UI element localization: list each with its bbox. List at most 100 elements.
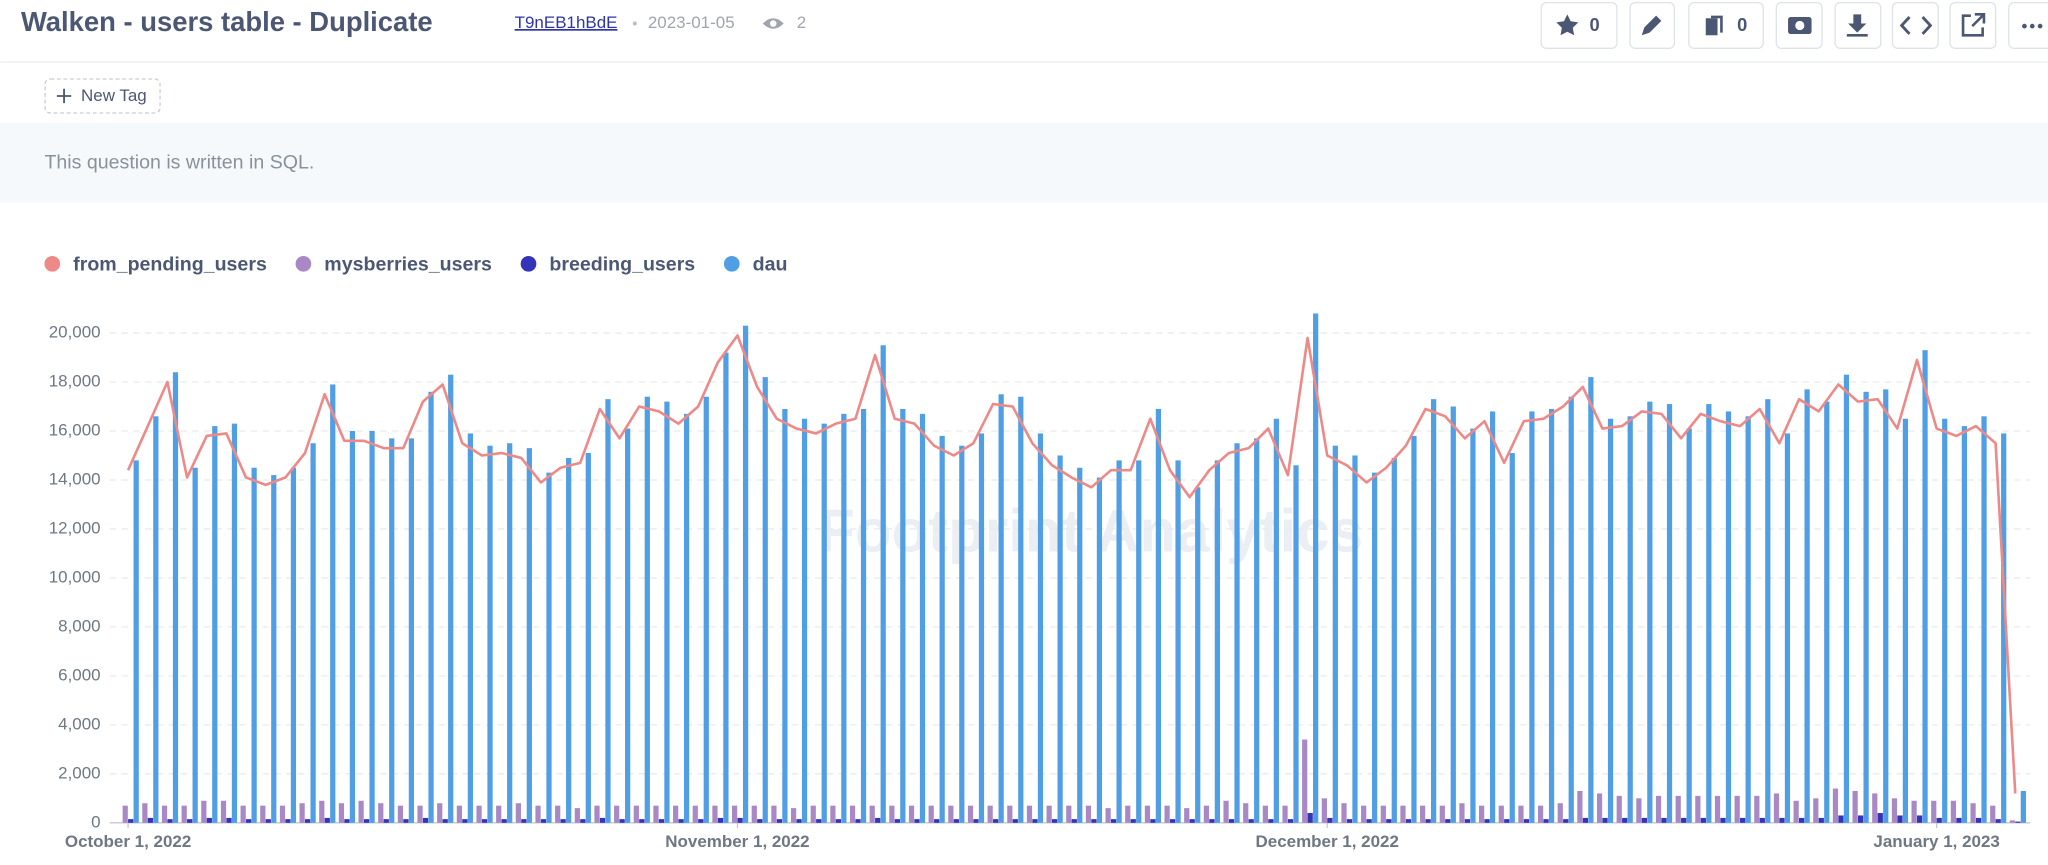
bar [1981,416,1987,823]
bar [1214,460,1220,823]
more-button[interactable] [2008,1,2048,49]
bar [1470,428,1476,823]
bar [1838,815,1844,823]
bar [737,817,743,823]
bar [560,819,566,823]
bar [717,817,724,823]
bar [849,805,856,823]
bar [226,817,232,823]
bar [1602,817,1608,823]
bar [1228,819,1235,823]
bar [894,819,900,823]
bar [521,819,527,823]
bar [1105,808,1111,823]
bar [271,475,277,823]
collection-button[interactable] [1688,1,1764,49]
bar [344,819,350,823]
bar [122,805,128,823]
question-title: Walken - users table - Duplicate [21,6,433,37]
bar [1582,817,1589,823]
bar [1563,819,1569,823]
bar [801,418,808,823]
bar [1046,805,1052,823]
bar [835,819,841,823]
bar [967,805,974,823]
bar [1262,805,1268,823]
bar [1130,819,1136,823]
bar [1110,819,1117,823]
bar [919,413,926,823]
watermark: Footprint Analytics [818,497,1363,564]
bar [683,413,690,823]
bar [1313,313,1319,823]
bar [1872,793,1878,823]
bar [580,819,586,823]
bar [1203,805,1210,823]
bar [1273,418,1279,823]
bar [998,394,1004,823]
bar [692,805,698,823]
y-tick-label: 12,000 [49,518,101,537]
bar [1346,819,1353,823]
bar [605,399,611,823]
bar [1773,793,1780,823]
favorite-button[interactable] [1540,1,1618,49]
bar [546,472,552,823]
bar [487,445,493,823]
separator-dot [632,21,637,26]
bar [206,817,212,823]
bar [1675,795,1681,823]
bar [403,819,409,823]
y-tick-label: 4,000 [58,714,100,733]
bar [1961,426,1967,823]
bar [181,805,187,823]
new-tag-button[interactable] [44,78,161,114]
bar [507,443,513,823]
bar [914,819,920,823]
bar [305,819,311,823]
bar [338,803,345,823]
legend-swatch [723,255,740,272]
bar [1784,433,1791,823]
bar [1818,817,1824,823]
bar [1136,460,1142,823]
star-icon [1556,14,1579,36]
bar [1052,819,1058,823]
bar [790,808,797,823]
bar [1420,805,1426,823]
bar [389,438,395,823]
bar [1498,805,1504,823]
bar [456,805,463,823]
legend-swatch [520,255,537,272]
bar [212,426,218,823]
bar [1405,819,1412,823]
y-tick-label: 6,000 [58,665,100,684]
bar [1302,739,1308,823]
bar [1032,819,1038,823]
bar [476,805,482,823]
bar [1588,377,1594,823]
bar [437,803,443,823]
bar [1361,805,1367,823]
bar [821,423,827,823]
bar [1391,457,1397,823]
bar [1911,800,1917,823]
description-panel [0,122,2048,203]
bar [422,817,429,823]
bar [841,413,847,823]
bar [1641,817,1647,823]
bar [467,433,473,823]
bar [1852,790,1858,823]
question-id-link[interactable]: T9nEB1hBdE [515,13,618,32]
bar [408,438,415,823]
bar [1537,805,1544,823]
bar [1883,389,1889,823]
line [126,334,2017,794]
views-icon-pupil [769,20,777,27]
bar [1607,418,1614,823]
bar [1779,817,1785,823]
embed-button[interactable] [1891,1,1939,49]
bar [1071,819,1077,823]
y-tick-label: 10,000 [49,567,101,586]
bar [1116,460,1122,823]
